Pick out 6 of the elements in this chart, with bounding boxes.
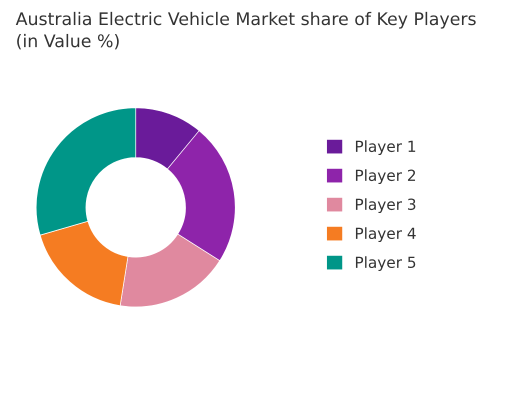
legend-label: Player 2 bbox=[356, 169, 416, 184]
legend-label: Player 4 bbox=[356, 227, 416, 242]
chart-title: Australia Electric Vehicle Market share of Key Players (in Value %) bbox=[16, 12, 476, 50]
legend-label: Player 3 bbox=[356, 198, 416, 214]
legend-label: Player 1 bbox=[356, 140, 416, 156]
legend-label: Player 5 bbox=[356, 256, 416, 272]
